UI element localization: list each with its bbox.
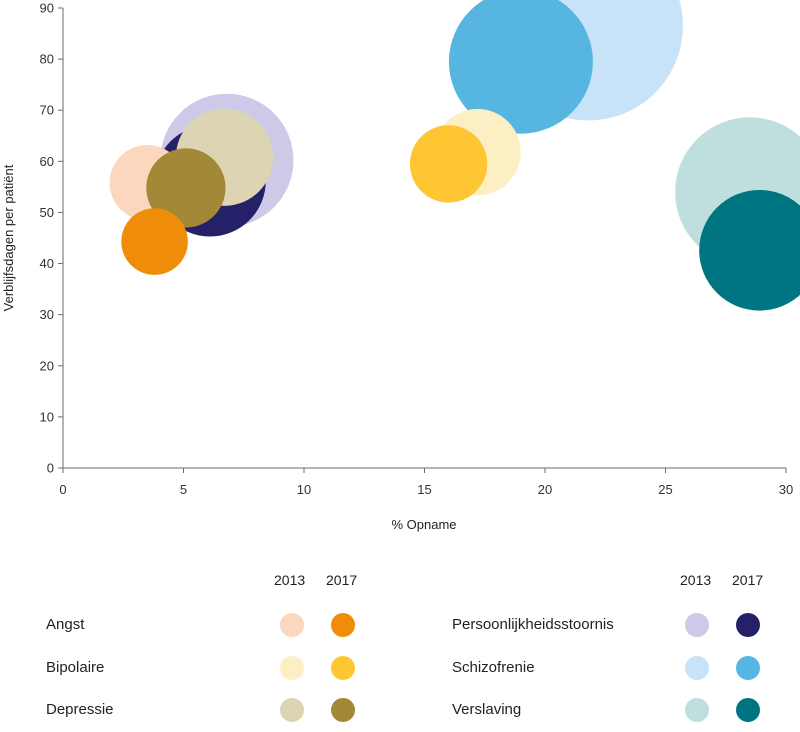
- bubble-bipolaire-2017: [409, 125, 488, 203]
- legend-swatch-schizofrenie-2017: [736, 656, 760, 680]
- x-tick-label: 30: [779, 482, 793, 497]
- legend-label-depressie: Depressie: [46, 701, 114, 718]
- x-axis-label: % Opname: [391, 517, 456, 532]
- y-tick-label: 70: [40, 103, 54, 118]
- legend-swatch-verslaving-2017: [736, 698, 760, 722]
- x-tick-label: 10: [297, 482, 311, 497]
- bubble-verslaving-2017: [699, 189, 800, 311]
- y-tick-label: 90: [40, 1, 54, 16]
- y-tick-label: 30: [40, 307, 54, 322]
- bubble-schizofrenie-2017: [448, 0, 593, 134]
- legend-label-verslaving: Verslaving: [452, 701, 522, 718]
- legend-swatch-schizofrenie-2013: [685, 656, 709, 680]
- x-tick-label: 5: [180, 482, 187, 497]
- x-tick-label: 15: [417, 482, 431, 497]
- x-tick-label: 25: [658, 482, 672, 497]
- bubble-chart: 0 10 20 30 40 50 60 70 80 90 0 5 10 15 20 25 30 % Opnam…: [1, 0, 800, 532]
- legend-label-bipolaire: Bipolaire: [46, 659, 105, 676]
- y-tick-label: 50: [40, 205, 54, 220]
- legend-swatch-angst-2013: [280, 613, 304, 637]
- legend-year-2013-left: 2013: [274, 572, 306, 588]
- bubbles-layer: [109, 0, 800, 311]
- bubble-angst-2017: [121, 208, 188, 275]
- y-tick-label: 60: [40, 154, 54, 169]
- legend-year-2017-left: 2017: [326, 572, 358, 588]
- legend-label-angst: Angst: [46, 616, 85, 633]
- y-tick-label: 10: [40, 409, 54, 424]
- legend-swatch-depressie-2013: [280, 698, 304, 722]
- legend-swatch-persoonlijkheidsstoornis-2013: [685, 613, 709, 637]
- bubble-depressie-2017: [146, 148, 226, 228]
- y-tick-label: 80: [40, 52, 54, 67]
- legend-label-persoonlijkheidsstoornis: Persoonlijkheidsstoornis: [452, 616, 614, 633]
- y-tick-label: 40: [40, 256, 54, 271]
- x-axis-ticks: 0 5 10 15 20 25 30: [59, 468, 793, 497]
- y-tick-label: 20: [40, 358, 54, 373]
- legend-label-schizofrenie: Schizofrenie: [452, 659, 535, 676]
- legend-year-2017-right: 2017: [732, 572, 764, 588]
- legend-swatch-bipolaire-2013: [280, 656, 304, 680]
- y-axis-ticks: 0 10 20 30 40 50 60 70 80 90: [40, 1, 63, 476]
- legend-swatch-bipolaire-2017: [331, 656, 355, 680]
- legend-swatch-persoonlijkheidsstoornis-2017: [736, 613, 760, 637]
- x-tick-label: 0: [59, 482, 66, 497]
- legend-swatch-depressie-2017: [331, 698, 355, 722]
- legend-swatch-verslaving-2013: [685, 698, 709, 722]
- x-tick-label: 20: [538, 482, 552, 497]
- legend-year-2013-right: 2013: [680, 572, 712, 588]
- y-tick-label: 0: [47, 461, 54, 476]
- legend: 2013 2017 2013 2017 Angst Bipolaire Depres…: [0, 560, 800, 732]
- legend-swatch-angst-2017: [331, 613, 355, 637]
- y-axis-label: Verblijfsdagen per patiënt: [1, 164, 16, 311]
